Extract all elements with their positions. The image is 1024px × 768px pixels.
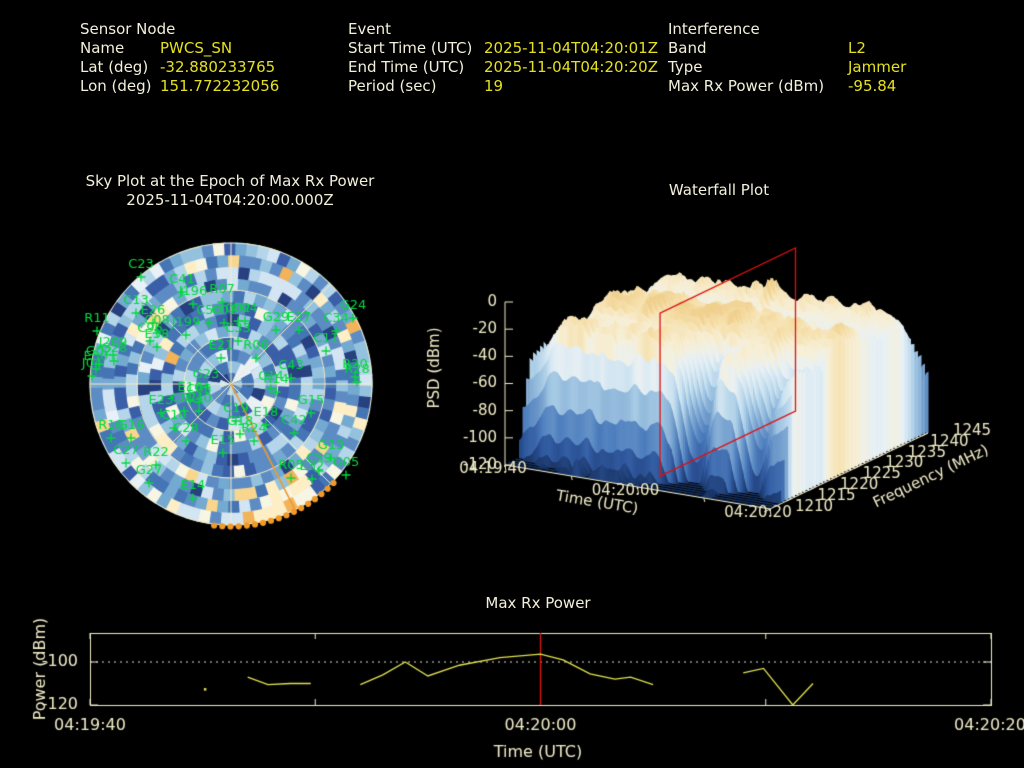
field-label: Lon (deg) [80,77,152,95]
sky-plot-title-line2: 2025-11-04T04:20:00.000Z [126,191,334,209]
field-label: End Time (UTC) [348,58,465,76]
section-title: Interference [668,20,760,38]
field-value: 2025-11-04T04:20:20Z [484,58,658,76]
field-label: Band [668,39,707,57]
field-value: -95.84 [848,77,897,95]
header-section-interference: Interference Band L2 Type Jammer Max Rx Po… [668,20,906,96]
section-title: Sensor Node [80,20,176,38]
field-value: PWCS_SN [160,39,233,57]
header-section-sensor-node: Sensor Node Name PWCS_SN Lat (deg) -32.880… [80,20,279,96]
sky-plot-title-line1: Sky Plot at the Epoch of Max Rx Power [85,172,375,190]
field-value: Jammer [848,58,907,76]
field-label: Type [668,58,703,76]
header-section-event: Event Start Time (UTC) 2025-11-04T04:20:0… [348,20,658,96]
field-label: Name [80,39,125,57]
section-title: Event [348,20,391,38]
field-label: Period (sec) [348,77,437,95]
field-value: -32.880233765 [160,58,276,76]
sky-plot-canvas [60,230,404,538]
timeseries-canvas [0,585,1024,768]
field-label: Lat (deg) [80,58,149,76]
field-value: 151.772232056 [160,77,280,95]
field-value: 2025-11-04T04:20:01Z [484,39,658,57]
field-label: Start Time (UTC) [348,39,473,57]
field-value: 19 [484,77,504,95]
field-value: L2 [848,39,866,57]
sky-plot-title: Sky Plot at the Epoch of Max Rx Power 20… [46,172,414,210]
waterfall-canvas [424,170,1024,550]
field-label: Max Rx Power (dBm) [668,77,825,95]
